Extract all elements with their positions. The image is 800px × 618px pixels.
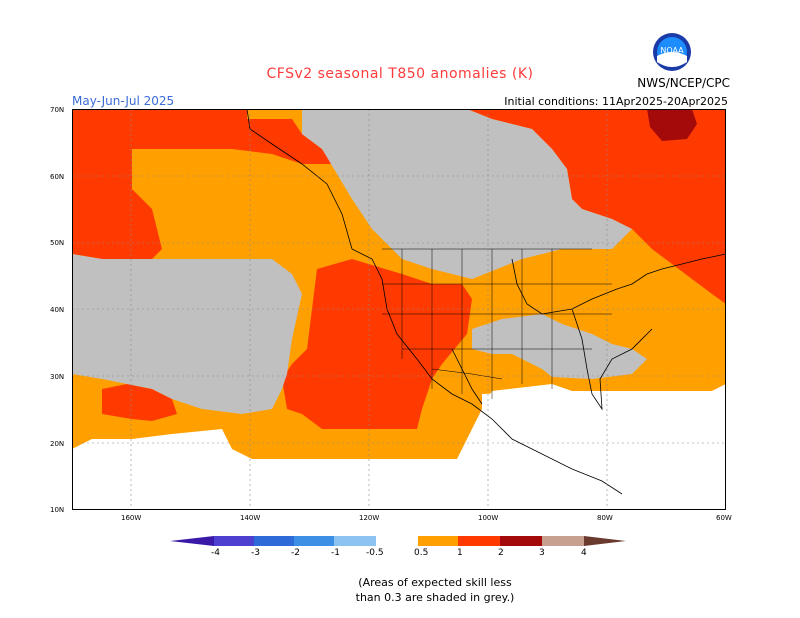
cbar-bin-plus1 xyxy=(458,536,500,546)
cbar-bin-plus3 xyxy=(542,536,584,546)
footnote-line-1: (Areas of expected skill less xyxy=(358,576,512,589)
cbar-label-minus2: -2 xyxy=(291,548,300,558)
low-skill-region-pacific xyxy=(72,254,302,414)
anomaly-region-1-2-west xyxy=(282,259,472,429)
organization-label: NWS/NCEP/CPC xyxy=(637,76,730,90)
cbar-bin-minus4 xyxy=(214,536,254,546)
low-skill-region-central-us xyxy=(472,314,647,379)
cbar-label-plus2: 2 xyxy=(498,548,504,558)
lat-label-40n: 40N xyxy=(50,306,65,314)
cbar-label-minus05: -0.5 xyxy=(366,548,384,558)
cbar-label-minus4: -4 xyxy=(211,548,220,558)
lat-label-60n: 60N xyxy=(50,173,65,181)
political-borders xyxy=(382,248,612,399)
cbar-bin-minus2 xyxy=(294,536,334,546)
graticule xyxy=(72,109,726,510)
anomaly-region-1-2-northwest xyxy=(72,109,332,259)
skill-footnote: (Areas of expected skill less than 0.3 a… xyxy=(0,575,800,605)
lat-label-10n: 10N xyxy=(50,506,65,514)
lat-label-50n: 50N xyxy=(50,239,65,247)
cbar-arrow-high xyxy=(584,536,626,546)
lon-label-60w: 60W xyxy=(716,514,732,522)
lon-label-120w: 120W xyxy=(359,514,380,522)
no-data-region-south-pacific xyxy=(72,459,402,510)
lat-label-70n: 70N xyxy=(50,106,65,114)
lon-label-140w: 140W xyxy=(240,514,261,522)
lon-label-100w: 100W xyxy=(478,514,499,522)
cbar-bin-neutral xyxy=(376,536,418,546)
cbar-bin-plus2 xyxy=(500,536,542,546)
anomaly-region-1-2-northeast xyxy=(467,109,726,304)
lat-label-20n: 20N xyxy=(50,440,65,448)
low-skill-region-canada xyxy=(302,109,632,279)
lat-label-30n: 30N xyxy=(50,373,65,381)
footnote-line-2: than 0.3 are shaded in grey.) xyxy=(355,591,515,604)
lon-label-160w: 160W xyxy=(121,514,142,522)
cbar-bin-plus05 xyxy=(418,536,458,546)
initial-conditions-label: Initial conditions: 11Apr2025-20Apr2025 xyxy=(504,95,728,108)
cbar-label-minus3: -3 xyxy=(251,548,260,558)
cbar-bin-minus1 xyxy=(334,536,376,546)
noaa-logo-text: NOAA xyxy=(660,46,684,55)
noaa-logo: NOAA xyxy=(653,33,691,71)
cbar-arrow-low xyxy=(170,536,214,546)
cbar-bin-minus3 xyxy=(254,536,294,546)
cbar-label-minus1: -1 xyxy=(331,548,340,558)
anomaly-region-2-3 xyxy=(647,109,697,141)
cbar-label-plus3: 3 xyxy=(539,548,545,558)
anomaly-map xyxy=(72,109,726,510)
cbar-label-plus4: 4 xyxy=(581,548,587,558)
color-bar xyxy=(170,536,626,546)
cbar-label-plus1: 1 xyxy=(457,548,463,558)
anomaly-region-1-2-pacific xyxy=(102,384,177,421)
lon-label-80w: 80W xyxy=(597,514,613,522)
forecast-period: May-Jun-Jul 2025 xyxy=(72,94,175,108)
no-data-region-caribbean xyxy=(472,384,726,510)
map-frame xyxy=(72,109,726,510)
map-title: CFSv2 seasonal T850 anomalies (K) xyxy=(266,66,534,82)
cbar-label-plus05: 0.5 xyxy=(414,548,429,558)
